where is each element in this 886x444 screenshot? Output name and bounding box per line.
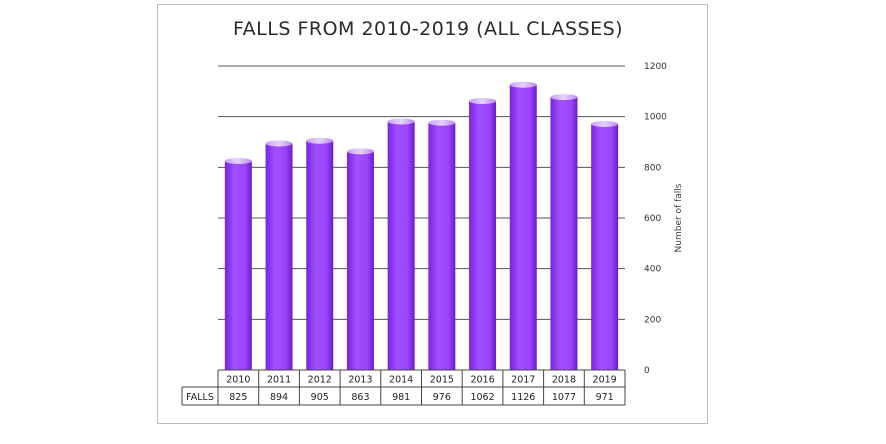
x-tick-label: 2016 xyxy=(470,375,494,386)
data-label: 894 xyxy=(270,392,288,403)
y-tick-label: 400 xyxy=(644,265,661,275)
bar-cap-2013 xyxy=(346,148,374,155)
bar-cap-2012 xyxy=(306,137,334,144)
data-label: 1077 xyxy=(552,392,576,403)
data-label: 1062 xyxy=(470,392,494,403)
data-label: 905 xyxy=(311,392,329,403)
bar-2010 xyxy=(224,161,252,370)
series-label: FALLS xyxy=(186,392,214,403)
bar-2012 xyxy=(306,140,334,370)
bar-2016 xyxy=(469,100,497,371)
x-tick-label: 2013 xyxy=(348,375,372,386)
data-label: 976 xyxy=(433,392,451,403)
y-axis-label: Number of falls xyxy=(674,183,684,252)
y-tick-label: 200 xyxy=(644,315,661,325)
x-tick-label: 2017 xyxy=(511,375,535,386)
data-label: 1126 xyxy=(511,392,535,403)
data-label: 863 xyxy=(351,392,369,403)
bar-2015 xyxy=(428,122,456,370)
y-tick-label: 800 xyxy=(644,163,661,173)
bar-cap-2014 xyxy=(387,118,415,125)
bar-cap-2016 xyxy=(469,97,497,104)
data-label: 971 xyxy=(596,392,614,403)
bar-cap-2011 xyxy=(265,140,293,147)
bar-cap-2018 xyxy=(550,94,578,101)
bar-cap-2019 xyxy=(591,121,619,128)
bar-cap-2010 xyxy=(224,158,252,164)
y-tick-label: 1200 xyxy=(644,62,667,72)
bar-2017 xyxy=(509,84,537,370)
x-tick-label: 2014 xyxy=(389,375,413,386)
y-tick-label: 1000 xyxy=(644,113,667,123)
y-tick-label: 600 xyxy=(644,214,661,224)
x-tick-label: 2011 xyxy=(267,375,291,386)
bar-2019 xyxy=(591,124,619,370)
bar-2011 xyxy=(265,143,293,370)
x-tick-label: 2010 xyxy=(226,375,250,386)
x-tick-label: 2012 xyxy=(308,375,332,386)
bar-cap-2015 xyxy=(428,119,456,126)
chart-title: FALLS FROM 2010-2019 (ALL CLASSES) xyxy=(233,18,624,40)
y-tick-label: 0 xyxy=(644,366,650,376)
x-tick-label: 2018 xyxy=(552,375,576,386)
bar-2018 xyxy=(550,97,578,370)
data-label: 981 xyxy=(392,392,410,403)
bar-2014 xyxy=(387,121,415,370)
x-tick-label: 2019 xyxy=(593,375,617,386)
data-label: 825 xyxy=(229,392,247,403)
x-tick-label: 2015 xyxy=(430,375,454,386)
bar-2013 xyxy=(346,151,374,370)
bar-cap-2017 xyxy=(509,81,537,88)
